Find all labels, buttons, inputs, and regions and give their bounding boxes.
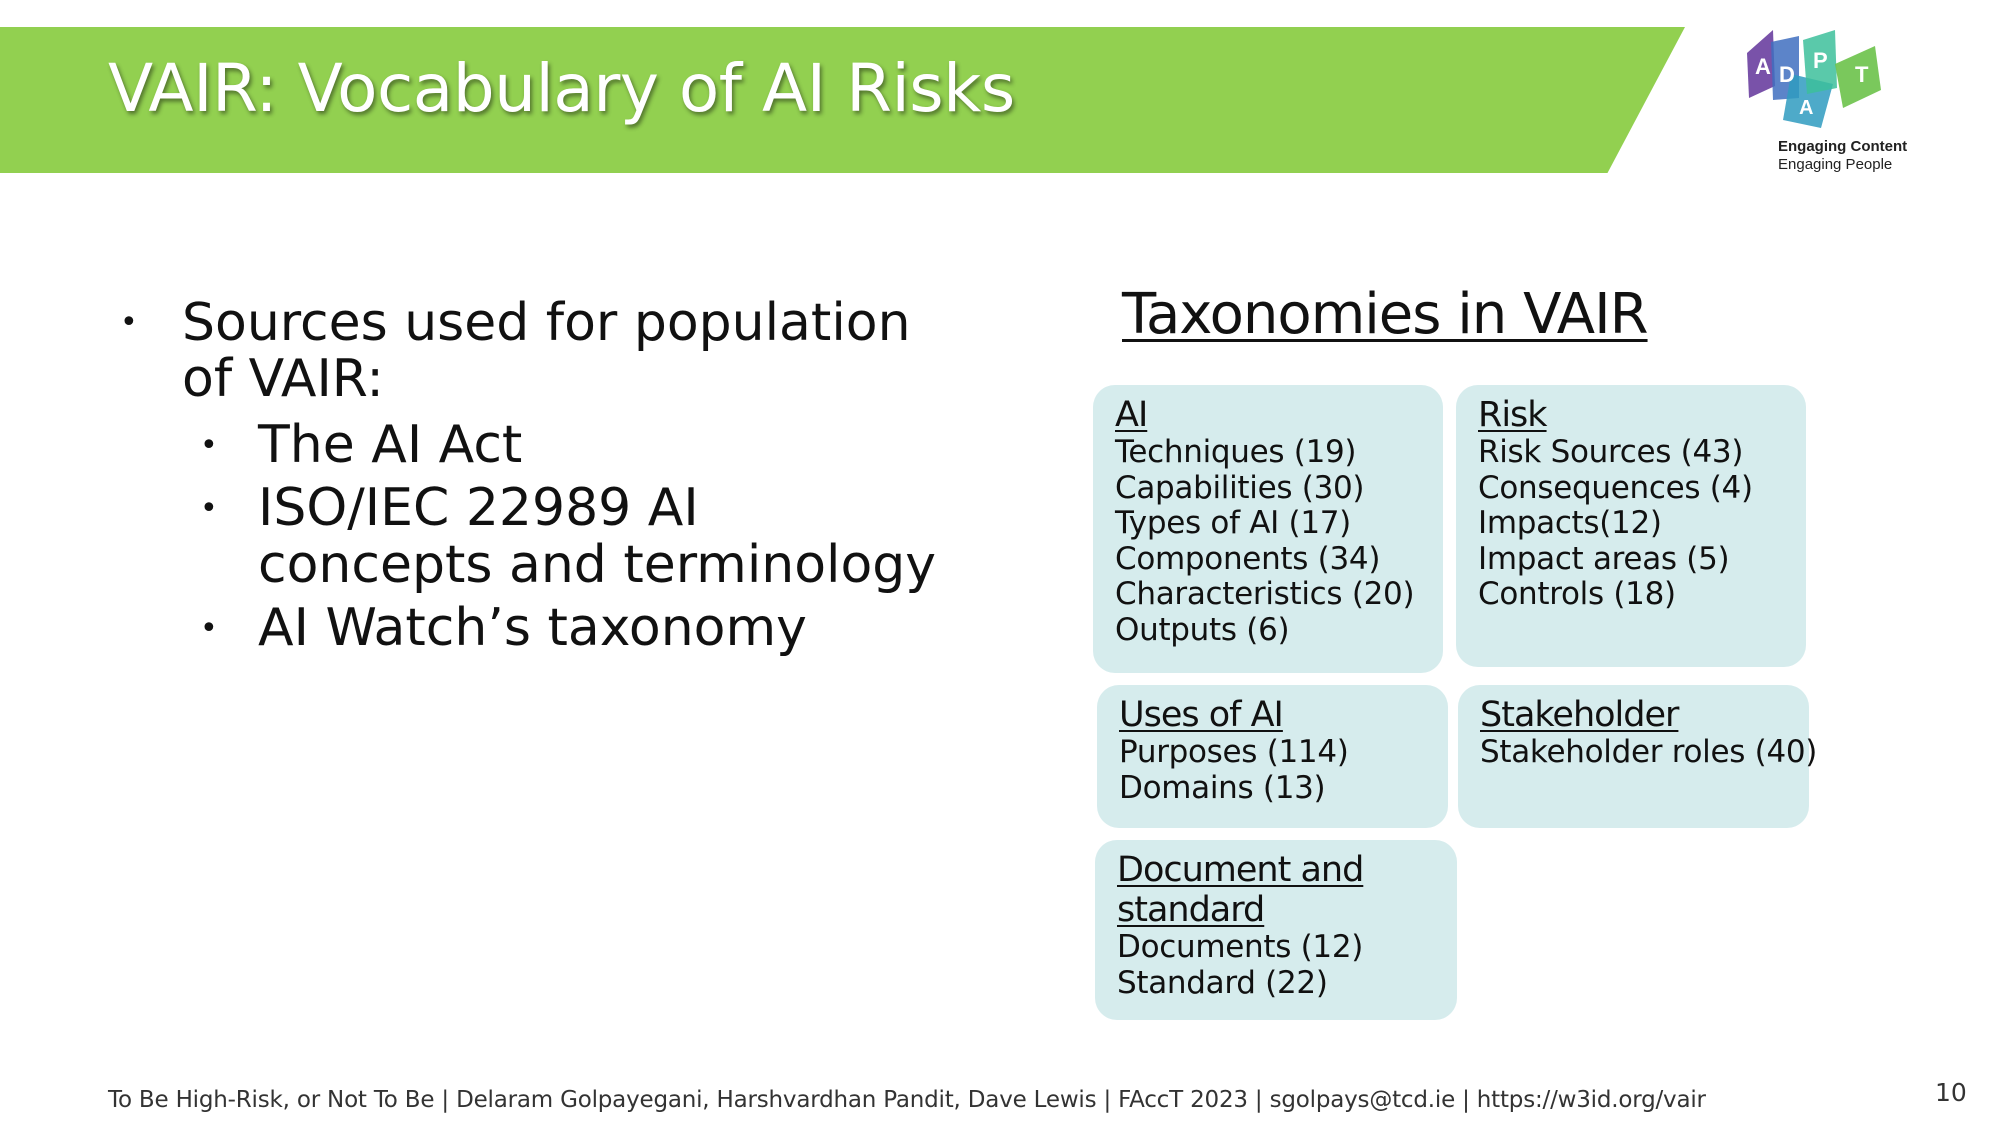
sub-bullet-text: AI Watch’s taxonomy (258, 598, 807, 658)
taxonomy-heading: AI (1115, 395, 1148, 435)
taxonomy-item: Characteristics (20) (1115, 576, 1415, 612)
taxonomy-heading: Risk (1478, 395, 1548, 435)
title-banner (0, 27, 1685, 173)
taxonomy-box-uses: Uses of AI Purposes (114) Domains (13) (1097, 685, 1448, 828)
sub-bullet: • AI Watch’s taxonomy (120, 600, 940, 657)
taxonomy-box-stakeholder: Stakeholder Stakeholder roles (40) (1458, 685, 1818, 828)
logo-tagline-1: Engaging Content (1778, 138, 1908, 155)
taxonomy-box-ai: AI Techniques (19) Capabilities (30) Typ… (1093, 385, 1443, 673)
taxonomy-item: Outputs (6) (1115, 611, 1290, 648)
taxonomy-item: Consequences (4) (1478, 469, 1753, 506)
taxonomies-title: Taxonomies in VAIR (1122, 282, 1649, 347)
taxonomy-box-risk: Risk Risk Sources (43) Consequences (4) … (1456, 385, 1806, 667)
logo-letter-p: P (1813, 48, 1828, 73)
adapt-logo-icon: A D A P T (1747, 30, 1881, 128)
taxonomy-item: Impact areas (5) (1478, 540, 1730, 577)
bullet-dot-icon: • (200, 428, 218, 463)
sub-bullet: • The AI Act (120, 417, 940, 474)
sources-list: • Sources used for population of VAIR: •… (120, 295, 940, 657)
taxonomy-heading: Stakeholder (1480, 695, 1679, 735)
logo-letter-a1: A (1755, 54, 1771, 79)
logo-tagline-2: Engaging People (1778, 156, 1893, 173)
taxonomy-item: Types of AI (17) (1115, 505, 1351, 541)
logo-letter-a2: A (1799, 97, 1813, 119)
taxonomy-heading: Document and (1117, 850, 1364, 890)
adapt-logo: A D A P T Engaging Content Engaging Peop… (1735, 28, 1915, 178)
taxonomy-item: Purposes (114) (1119, 734, 1349, 770)
bullet-dot-icon: • (120, 305, 138, 340)
taxonomy-item: Capabilities (30) (1115, 469, 1365, 506)
taxonomy-item: Impacts(12) (1478, 505, 1662, 541)
taxonomy-box-document: Document and standard Documents (12) Sta… (1095, 840, 1457, 1020)
taxonomy-item: Domains (13) (1119, 769, 1326, 806)
slide-footer: To Be High-Risk, or Not To Be | Delaram … (108, 1087, 1706, 1113)
bullet-dot-icon: • (200, 491, 218, 526)
logo-letter-d: D (1779, 62, 1795, 87)
logo-letter-t: T (1855, 62, 1869, 87)
bullet-dot-icon: • (200, 611, 218, 646)
taxonomy-item: Controls (18) (1478, 576, 1676, 612)
taxonomy-item: Techniques (19) (1115, 434, 1357, 470)
slide-title: VAIR: Vocabulary of AI Risks (108, 50, 1015, 127)
bullet-main: • Sources used for population of VAIR: (120, 295, 940, 407)
sub-bullet-text: The AI Act (258, 415, 523, 475)
taxonomy-item: Documents (12) (1117, 929, 1364, 965)
sub-bullet-text: ISO/IEC 22989 AI concepts and terminolog… (258, 478, 937, 595)
taxonomy-item: Components (34) (1115, 540, 1381, 577)
page-number: 10 (1935, 1078, 1967, 1107)
taxonomy-item: Stakeholder roles (40) (1480, 734, 1818, 770)
sub-bullet: • ISO/IEC 22989 AI concepts and terminol… (120, 480, 940, 594)
bullet-main-text: Sources used for population of VAIR: (182, 293, 911, 409)
taxonomy-item: Standard (22) (1117, 964, 1328, 1001)
taxonomy-heading: Uses of AI (1119, 695, 1284, 735)
taxonomy-heading: standard (1117, 890, 1265, 930)
taxonomy-item: Risk Sources (43) (1478, 434, 1744, 470)
